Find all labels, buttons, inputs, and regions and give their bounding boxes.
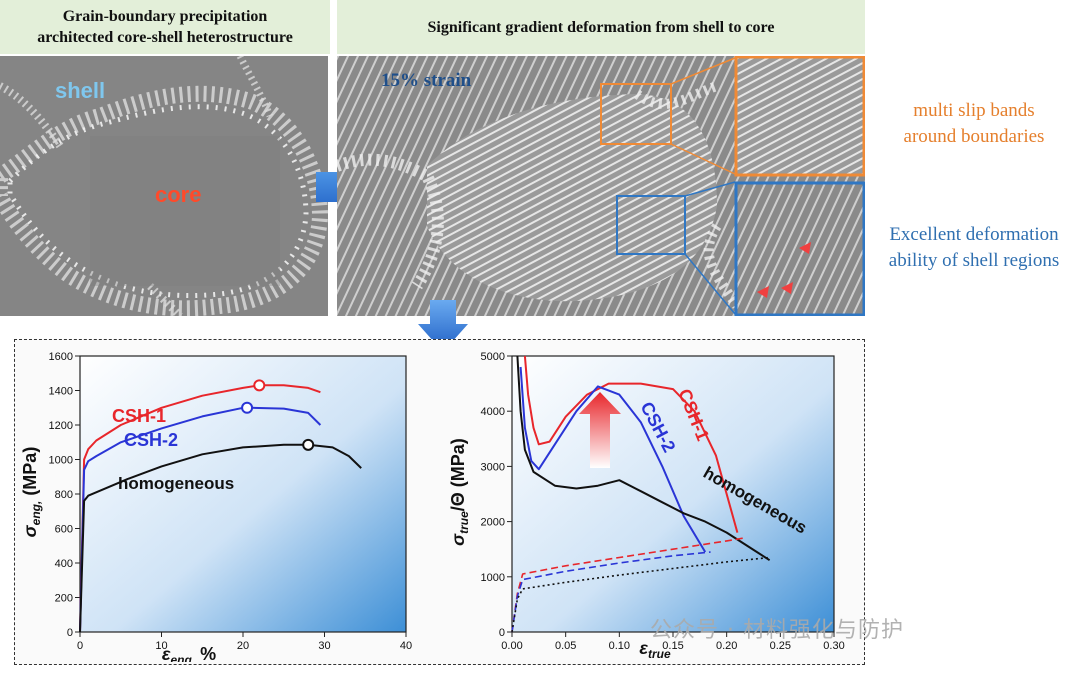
x-tick-label: 20 <box>237 640 249 652</box>
micrograph-core-shell: shell core <box>0 56 328 316</box>
note-shell-deformation-line2: ability of shell regions <box>888 250 1060 271</box>
y-tick-label: 1000 <box>481 572 505 584</box>
true-stress-hardening-chart: 0.00 0.05 0.10 0.15 0.20 0.25 0.30 0 1000 2000 300… <box>448 351 845 661</box>
engineering-stress-strain-chart: 0 10 20 30 4002004006008001000120014001600CS… <box>20 351 412 662</box>
y-tick-label: 0 <box>499 627 505 639</box>
x-tick-label: 10 <box>155 640 167 652</box>
note-slip-bands-line2: around boundaries <box>903 126 1045 147</box>
x-tick-label: 0.10 <box>609 640 630 652</box>
x-tick-label: 0.00 <box>501 640 522 652</box>
y-tick-label: 600 <box>55 524 73 536</box>
micrograph-deformed: 15% strain <box>337 56 865 316</box>
core-label: core <box>155 182 202 207</box>
note-shell-deformation-line1: Excellent deformation <box>889 224 1059 245</box>
x-tick-label: 0.30 <box>823 640 844 652</box>
series-line-homogeneous <box>79 443 362 633</box>
y-axis-label: σtrue/Θ (MPa) <box>448 438 471 546</box>
note-shell-deformation: Excellent deformation ability of shell r… <box>868 222 1080 274</box>
x-tick-label: 0.20 <box>716 640 737 652</box>
caption-core-shell: Grain-boundary precipitation architected… <box>0 0 330 54</box>
x-tick-label: 0 <box>77 640 83 652</box>
x-tick-label: 0.05 <box>555 640 576 652</box>
series-line-homogeneous <box>516 355 771 562</box>
series-line-csh-2 <box>79 406 322 633</box>
series-label: CSH-2 <box>124 430 178 450</box>
y-tick-label: 1200 <box>49 420 73 432</box>
strain-label: 15% strain <box>381 70 472 91</box>
series-label: homogeneous <box>118 474 234 493</box>
x-tick-label: 30 <box>318 640 330 652</box>
up-arrow-icon <box>579 392 621 468</box>
y-tick-label: 1400 <box>49 386 73 398</box>
x-axis-label: εtrue <box>639 638 671 661</box>
ultimate-strength-marker <box>302 438 315 451</box>
x-axis-label: εeng, % <box>162 644 216 662</box>
watermark: 公众号 · 材料强化与防护 <box>650 618 904 643</box>
caption-core-shell-line1: Grain-boundary precipitation <box>62 8 268 25</box>
series-line-dashed <box>511 551 711 633</box>
x-tick-label: 0.25 <box>770 640 791 652</box>
series-line-csh-1 <box>523 355 739 533</box>
y-tick-label: 0 <box>67 627 73 639</box>
plot-area <box>79 355 407 633</box>
x-tick-label: 40 <box>400 640 412 652</box>
ultimate-strength-marker <box>241 401 254 414</box>
series-line-csh-2 <box>519 366 707 553</box>
y-tick-label: 2000 <box>481 517 505 529</box>
caption-core-shell-line2: architected core-shell heterostructure <box>37 29 293 46</box>
plot-area <box>511 355 835 633</box>
y-tick-label: 4000 <box>481 406 505 418</box>
ultimate-strength-marker <box>253 379 266 392</box>
caption-gradient-deformation: Significant gradient deformation from sh… <box>337 0 865 54</box>
series-line-dashed <box>511 537 743 633</box>
y-tick-label: 5000 <box>481 351 505 363</box>
x-tick-label: 0.15 <box>662 640 683 652</box>
y-tick-label: 200 <box>55 593 73 605</box>
y-tick-label: 800 <box>55 489 73 501</box>
y-axis-label: σeng, (MPa) <box>20 447 43 538</box>
y-tick-label: 1000 <box>49 455 73 467</box>
y-tick-label: 1600 <box>49 351 73 363</box>
series-line-csh-1 <box>79 384 321 633</box>
series-line-dashed <box>511 556 770 633</box>
y-tick-label: 3000 <box>481 461 505 473</box>
arrow-down-icon <box>418 300 468 352</box>
caption-gradient-deformation-text: Significant gradient deformation from sh… <box>427 18 775 36</box>
series-label: CSH-1 <box>112 406 166 426</box>
shell-label: shell <box>55 78 106 103</box>
y-tick-label: 400 <box>55 558 73 570</box>
note-slip-bands-line1: multi slip bands <box>913 100 1035 121</box>
note-slip-bands: multi slip bands around boundaries <box>868 98 1080 150</box>
